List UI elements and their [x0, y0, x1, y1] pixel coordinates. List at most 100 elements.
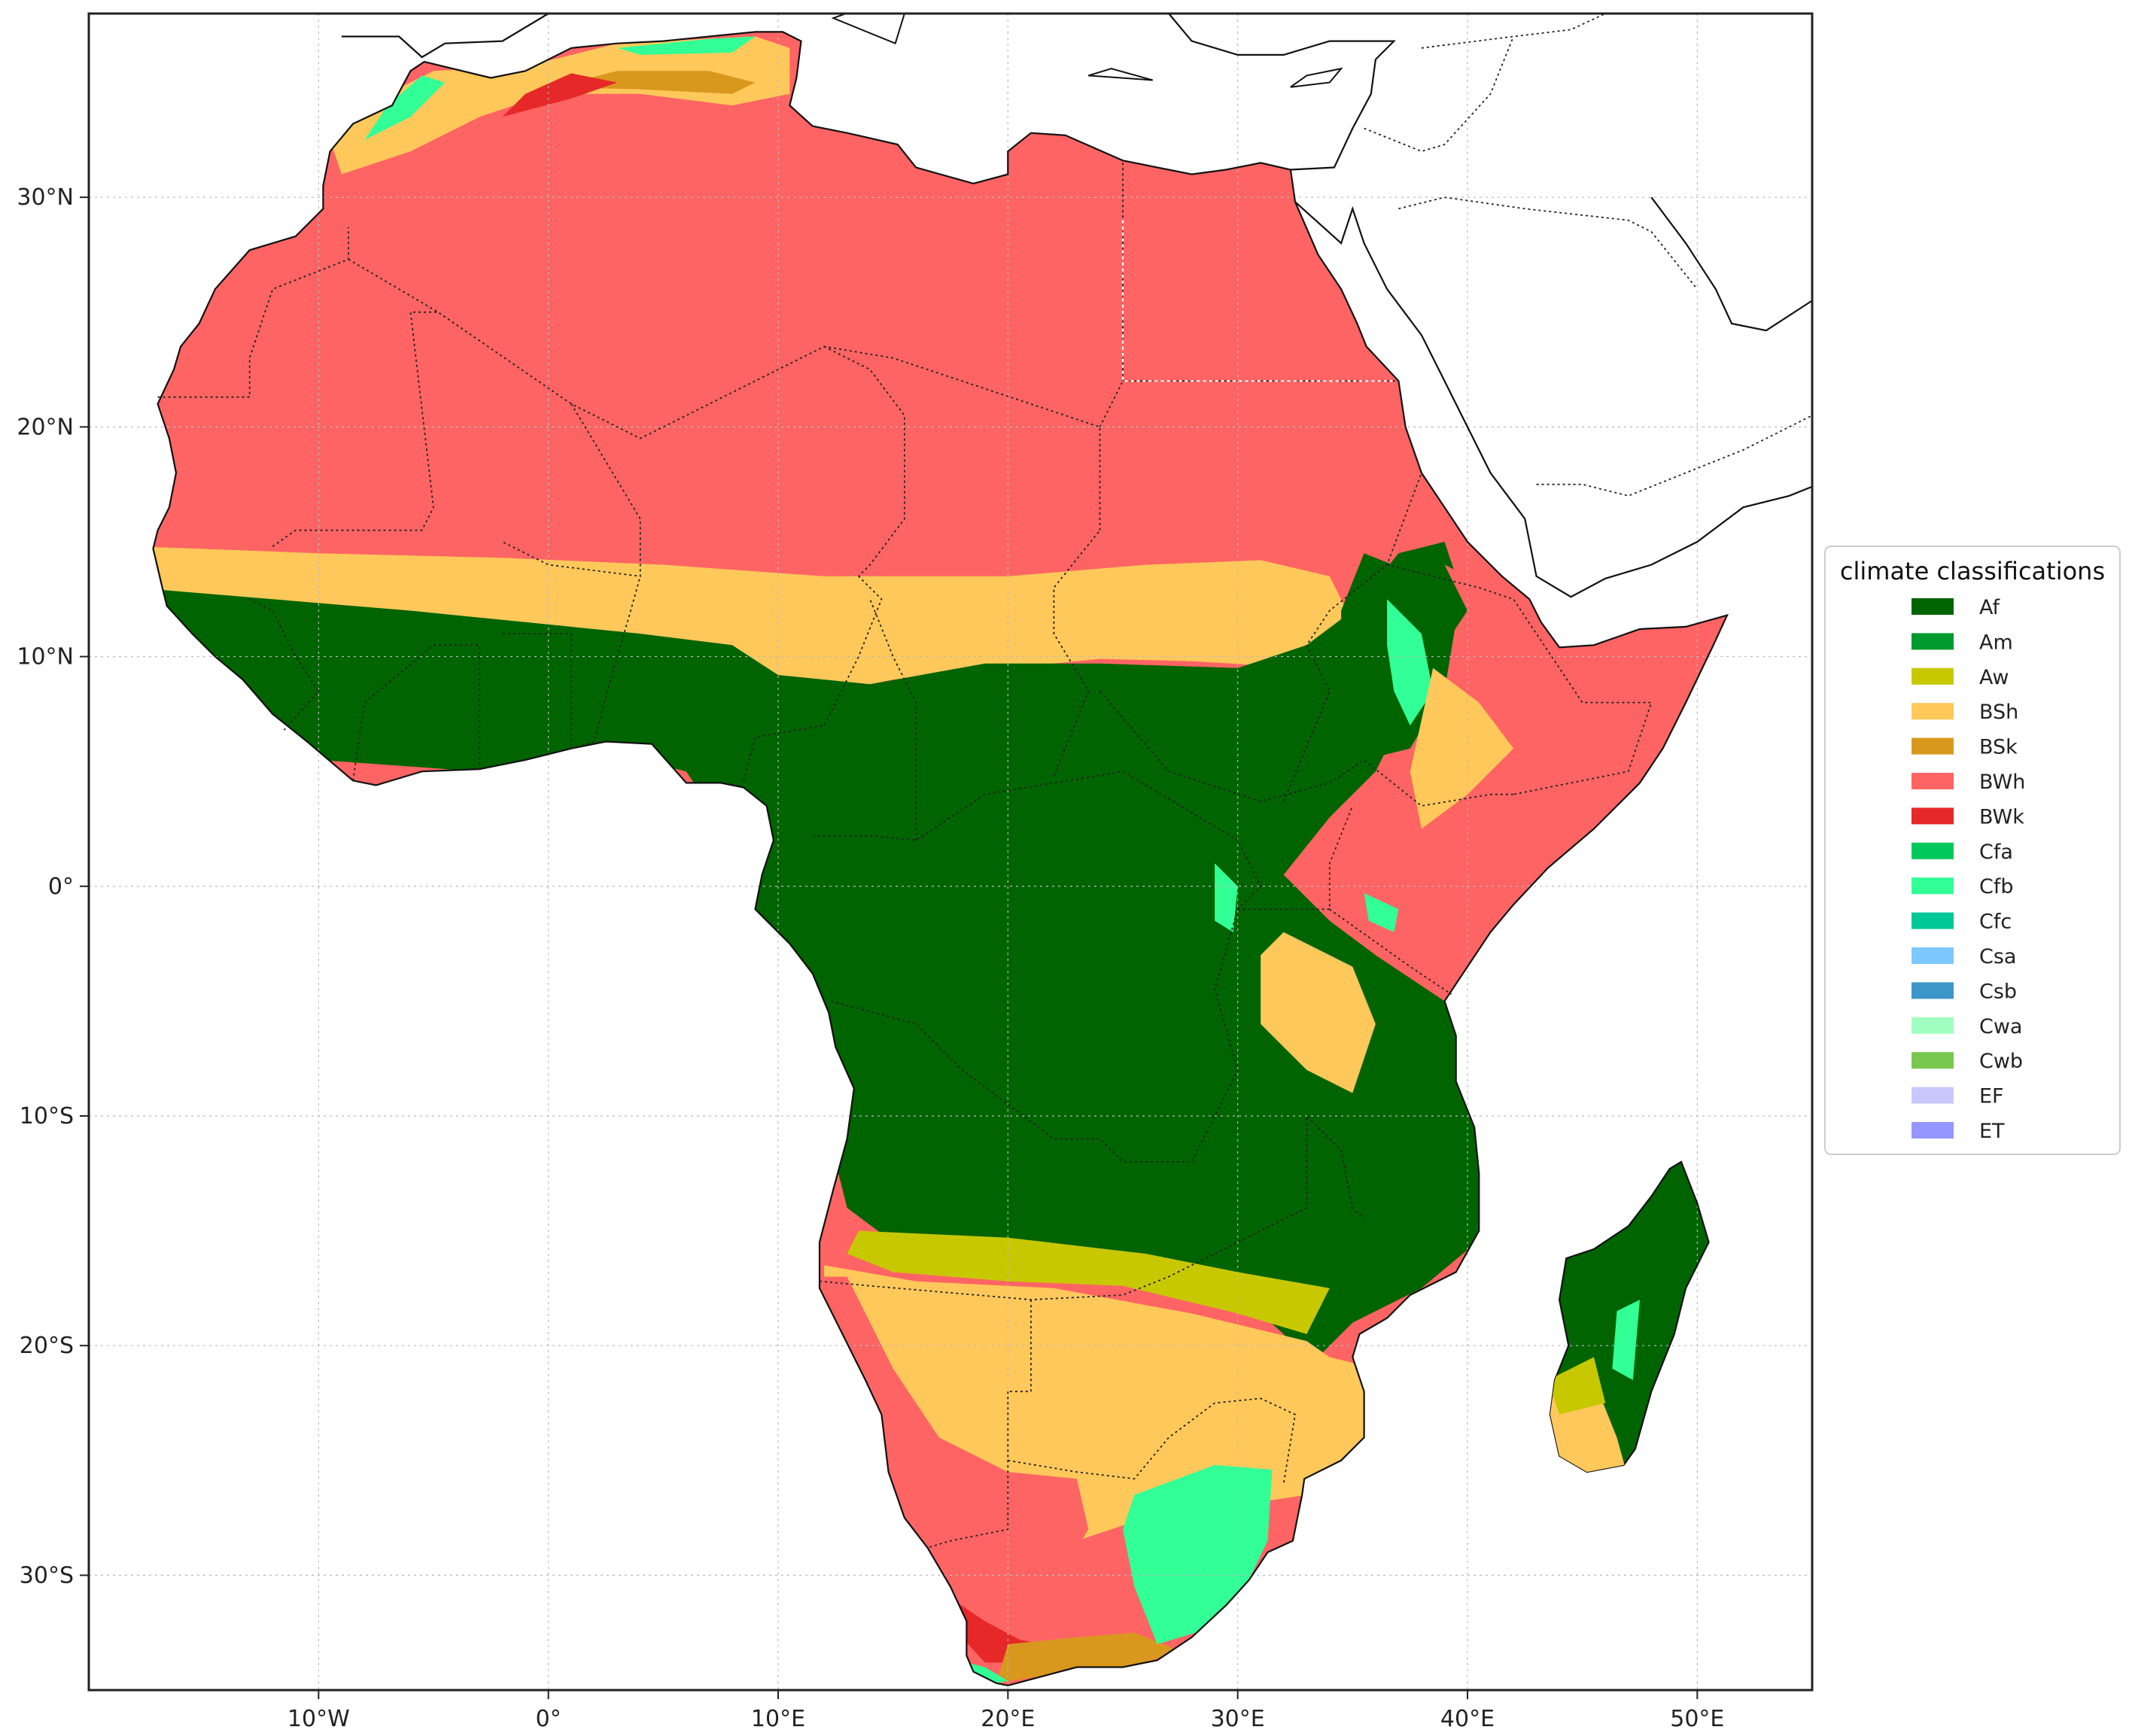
legend-label-af: Af — [1979, 596, 2001, 619]
legend-swatch-cfa — [1912, 842, 1954, 859]
legend-label-cwa: Cwa — [1979, 1015, 2022, 1038]
legend-swatch-af — [1912, 598, 1954, 615]
zone-bwh — [801, 1276, 1100, 1663]
arabia-coastline — [1294, 201, 1812, 598]
x-tick-label: 10°W — [287, 1706, 350, 1732]
sicily-coastline — [831, 14, 905, 45]
y-tick-label: 0° — [48, 874, 74, 900]
legend-swatch-cwa — [1912, 1017, 1954, 1034]
country-border — [1398, 196, 1699, 290]
legend-label-et: ET — [1979, 1120, 2005, 1143]
x-tick-label: 50°E — [1670, 1706, 1724, 1732]
legend-label-bsk: BSk — [1979, 736, 2018, 759]
zone-cfb — [1387, 599, 1434, 726]
legend-label-bwk: BWk — [1979, 805, 2024, 828]
zone-bwh — [1341, 564, 1720, 990]
zone-aw — [847, 1230, 1330, 1334]
legend-label-ef: EF — [1979, 1085, 2004, 1108]
legend-label-csa: Csa — [1979, 945, 2016, 968]
x-tick-label: 40°E — [1440, 1706, 1495, 1732]
legend-swatch-ef — [1912, 1087, 1954, 1104]
y-tick-label: 20°N — [17, 414, 74, 440]
legend-label-cfb: Cfb — [1979, 875, 2014, 898]
country-border — [1053, 530, 1101, 777]
cyprus-coastline — [1290, 67, 1343, 88]
legend-label-cfc: Cfc — [1979, 911, 2012, 934]
country-border — [157, 227, 349, 398]
map-frame — [87, 12, 1814, 1692]
legend-swatch-aw — [1912, 667, 1954, 685]
crete-coastline — [1087, 68, 1153, 81]
country-border — [1282, 473, 1422, 802]
zone-bwk — [502, 73, 618, 117]
country-border — [1386, 564, 1653, 795]
zone-bsk — [525, 71, 756, 94]
zone-bsh — [1261, 932, 1376, 1093]
legend-swatch-am — [1912, 633, 1954, 650]
zone-cfb — [966, 1662, 1008, 1686]
x-tick-label: 0° — [536, 1706, 561, 1732]
country-border — [1536, 415, 1812, 497]
country-border — [1237, 805, 1354, 911]
country-border — [1421, 14, 1606, 49]
legend-swatch-csb — [1912, 982, 1954, 999]
legend-label-cfa: Cfa — [1979, 841, 2013, 864]
y-tick-label: 30°N — [17, 184, 74, 211]
legend-swatch-et — [1912, 1122, 1954, 1139]
legend-swatch-csa — [1912, 947, 1954, 964]
country-border — [743, 576, 883, 781]
zone-cfb — [364, 75, 446, 140]
zone-cfb-madagascar — [1612, 1300, 1640, 1380]
x-tick-label: 30°E — [1211, 1706, 1265, 1732]
axis-ticks: 10°W 0° 10°E 20°E 30°E 40°E 50°E 30°N 20°N 10°N 0°… — [17, 184, 1724, 1732]
country-border — [502, 576, 641, 749]
legend-label-bsh: BSh — [1979, 701, 2018, 724]
legend-swatch-cfc — [1912, 912, 1954, 929]
country-border — [1329, 908, 1452, 995]
country-border — [1008, 1397, 1297, 1484]
country-border — [352, 644, 480, 781]
legend-label-csb: Csb — [1979, 980, 2017, 1003]
legend: climate classifications Af Am Aw BSh BSk BWh B… — [1824, 546, 2121, 1155]
zone-bsh — [330, 36, 790, 175]
legend-swatch-cfb — [1912, 877, 1954, 895]
iberia-coastline — [341, 14, 549, 59]
zone-bsh — [1410, 667, 1514, 829]
country-border — [819, 1114, 1365, 1301]
legend-label-bwh: BWh — [1979, 771, 2025, 794]
legend-label-am: Am — [1979, 631, 2013, 654]
x-tick-label: 20°E — [981, 1706, 1035, 1732]
country-border — [1008, 1300, 1032, 1393]
graticule — [89, 14, 1812, 1690]
gulf-coastline — [1650, 196, 1812, 332]
country-border — [869, 598, 917, 841]
legend-swatch-bwh — [1912, 773, 1954, 789]
country-border — [812, 771, 1262, 1163]
madagascar-zones — [1550, 1300, 1640, 1473]
africa-coastline — [152, 31, 1729, 1687]
levant-coastline — [1168, 14, 1396, 171]
y-tick-label: 10°S — [20, 1103, 74, 1129]
legend-title: climate classifications — [1840, 557, 2105, 585]
country-border — [272, 311, 439, 547]
zone-cfb — [1215, 863, 1238, 932]
zone-cfb — [1364, 892, 1399, 932]
y-tick-label: 20°S — [20, 1333, 74, 1359]
zone-cfb — [617, 36, 756, 55]
country-border — [823, 345, 905, 577]
legend-swatch-bwk — [1912, 807, 1954, 825]
zone-aw-madagascar — [1550, 1357, 1606, 1415]
y-tick-label: 10°N — [17, 644, 74, 670]
x-tick-label: 10°E — [751, 1706, 805, 1732]
legend-swatch-bsh — [1912, 703, 1954, 720]
legend-label-cwb: Cwb — [1979, 1050, 2023, 1073]
coastlines — [152, 14, 1812, 1687]
zone-bsk — [996, 1632, 1181, 1683]
country-border — [1099, 690, 1514, 807]
y-tick-label: 30°S — [20, 1562, 74, 1589]
legend-box — [1824, 546, 2121, 1155]
country-border — [1364, 36, 1514, 153]
legend-label-aw: Aw — [1979, 666, 2009, 689]
country-border — [249, 598, 320, 731]
